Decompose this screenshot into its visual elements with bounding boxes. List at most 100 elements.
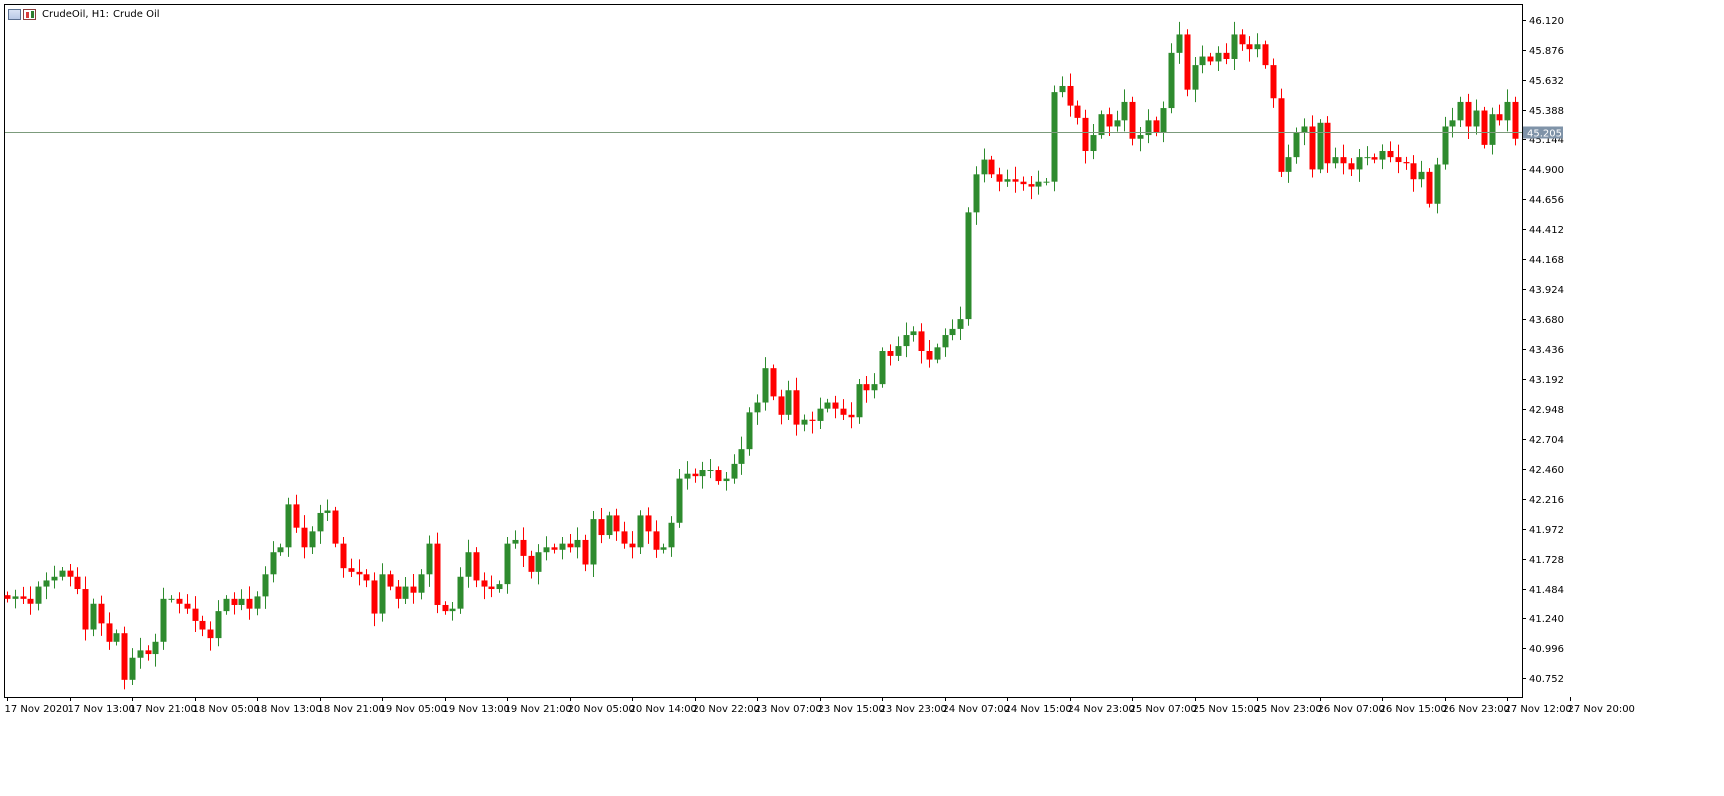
- candle-bull: [1114, 120, 1121, 127]
- candle-bull: [1364, 157, 1371, 159]
- candle-bear: [1207, 56, 1214, 62]
- price-axis-label: 41.728: [1529, 555, 1564, 566]
- candle-bull: [856, 384, 863, 418]
- candle-bull: [676, 478, 683, 523]
- candle-bear: [778, 396, 785, 415]
- candle-bear: [442, 604, 449, 612]
- candle-bull: [512, 539, 519, 544]
- chart-title-bar: CrudeOil, H1: Crude Oil: [8, 6, 160, 22]
- time-axis-label: 24 Nov 07:00: [943, 704, 1010, 715]
- candle-bull: [535, 552, 542, 572]
- time-axis-label: 19 Nov 21:00: [505, 704, 572, 715]
- candle-bear: [582, 539, 589, 565]
- candle-bear: [1340, 157, 1347, 164]
- time-axis-label: 18 Nov 05:00: [193, 704, 260, 715]
- candle-bear: [1106, 114, 1113, 127]
- candle-bull: [1231, 34, 1238, 59]
- candle-bear: [246, 598, 253, 609]
- candle-bull: [160, 598, 167, 642]
- candle-bull: [1035, 181, 1042, 187]
- candle-bull: [129, 657, 136, 680]
- candle-bear: [1082, 117, 1089, 152]
- price-axis-label: 43.680: [1529, 315, 1564, 326]
- candle-bull: [738, 449, 745, 464]
- candle-bear: [809, 419, 816, 421]
- candle-bull: [1301, 126, 1308, 133]
- candle-bull: [270, 552, 277, 575]
- candle-bull: [1215, 52, 1222, 62]
- candle-bull: [152, 641, 159, 655]
- time-axis-label: 19 Nov 05:00: [380, 704, 447, 715]
- candle-bear: [67, 570, 74, 577]
- symbol-description: Crude Oil: [112, 8, 160, 20]
- candle-bull: [543, 547, 550, 553]
- time-axis-label: 20 Nov 05:00: [568, 704, 635, 715]
- price-axis-label: 41.484: [1529, 585, 1564, 596]
- candle-bear: [1262, 44, 1269, 66]
- candle-bull: [903, 335, 910, 347]
- price-axis-label: 43.924: [1529, 285, 1564, 296]
- candle-bear: [207, 629, 214, 639]
- candle-bull: [1176, 34, 1183, 53]
- candle-bear: [82, 589, 89, 630]
- candle-bull: [43, 580, 50, 587]
- candle-bull: [637, 515, 644, 548]
- candle-bull: [746, 412, 753, 450]
- candle-bull: [660, 547, 667, 550]
- candle-bull: [574, 539, 581, 548]
- candle-bull: [1160, 108, 1167, 133]
- candle-bear: [340, 543, 347, 569]
- price-axis-label: 45.388: [1529, 106, 1564, 117]
- candle-bear: [184, 603, 191, 609]
- candle-bull: [51, 576, 58, 581]
- candle-bull: [223, 598, 230, 612]
- candle-bull: [1285, 157, 1292, 172]
- candle-bull: [1254, 44, 1261, 50]
- price-axis-label: 44.168: [1529, 255, 1564, 266]
- candle-bear: [4, 595, 11, 599]
- candle-bull: [504, 543, 511, 585]
- candle-bear: [410, 586, 417, 593]
- candle-bull: [1418, 171, 1425, 180]
- candle-bull: [309, 531, 316, 548]
- candle-bull: [684, 473, 691, 479]
- time-axis-label: 27 Nov 12:00: [1505, 704, 1572, 715]
- candle-bull: [668, 522, 675, 548]
- price-axis-label: 42.948: [1529, 405, 1564, 416]
- candle-bear: [348, 568, 355, 572]
- candle-bear: [1028, 184, 1035, 187]
- candle-bull: [496, 584, 503, 590]
- candle-bear: [1012, 179, 1019, 182]
- candle-bull: [723, 478, 730, 482]
- candle-bull: [113, 633, 120, 642]
- candle-bull: [1090, 135, 1097, 152]
- candle-bear: [520, 539, 527, 556]
- time-axis-label: 17 Nov 13:00: [68, 704, 135, 715]
- candle-bull: [817, 408, 824, 421]
- candle-bear: [1246, 44, 1253, 50]
- candle-bull: [1489, 114, 1496, 145]
- candle-bull: [465, 552, 472, 577]
- candle-bull: [559, 543, 566, 550]
- candle-bear: [106, 623, 113, 642]
- price-axis-label: 41.240: [1529, 614, 1564, 625]
- candle-bear: [20, 596, 27, 599]
- candle-bull: [324, 510, 331, 513]
- candle-bear: [363, 574, 370, 581]
- candle-bear: [371, 580, 378, 614]
- candle-bull: [402, 586, 409, 599]
- candle-bull: [973, 174, 980, 213]
- candle-bull: [981, 159, 988, 175]
- candle-bull: [277, 547, 284, 553]
- candle-bear: [74, 576, 81, 590]
- candle-bear: [1239, 34, 1246, 45]
- price-axis-label: 44.900: [1529, 165, 1564, 176]
- candle-bull: [1473, 110, 1480, 127]
- candle-bull: [965, 212, 972, 320]
- price-axis-label: 42.216: [1529, 495, 1564, 506]
- candle-bear: [488, 586, 495, 590]
- candle-bear: [551, 547, 558, 550]
- candle-bull: [824, 402, 831, 409]
